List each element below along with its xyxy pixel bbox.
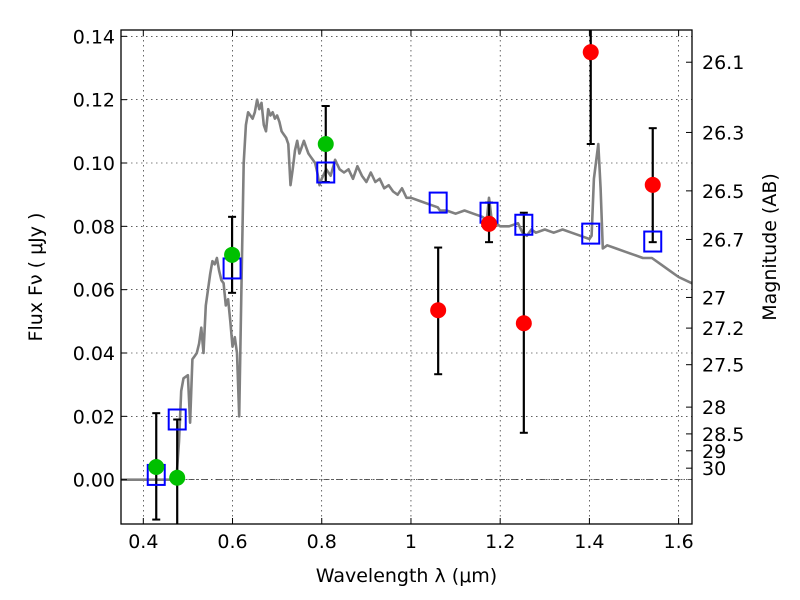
detection-point-green xyxy=(148,459,165,475)
y2-tick-label: 30 xyxy=(702,458,726,480)
x-axis-label: Wavelength λ (μm) xyxy=(316,565,497,587)
detection-point-red xyxy=(644,176,661,193)
x-tick-label: 1.2 xyxy=(485,531,515,553)
y-tick-label: 0.12 xyxy=(73,90,115,112)
x-tick-label: 0.4 xyxy=(128,531,158,553)
errorbars-group xyxy=(152,30,657,524)
x-tick-label: 0.8 xyxy=(307,531,337,553)
model-photometry-square xyxy=(514,213,534,236)
y-tick-label: 0.10 xyxy=(73,153,115,175)
model-photometry-square xyxy=(428,191,448,214)
detection-point-red xyxy=(430,302,447,319)
y-tick-label: 0.02 xyxy=(73,406,115,428)
y2-tick-label: 29 xyxy=(702,441,726,463)
y-tick-label: 0.00 xyxy=(73,470,115,492)
y2-axis-label: Magnitude (AB) xyxy=(759,173,781,321)
detection-point-green xyxy=(317,136,334,152)
y2-tick-label: 26.1 xyxy=(702,52,744,74)
y-axis: 0.00 0.02 0.04 0.06 0.08 0.10 0.12 0.14 xyxy=(73,26,127,492)
x-tick-label: 1 xyxy=(405,531,417,553)
y2-tick-label: 28.5 xyxy=(702,424,744,446)
detection-point-red xyxy=(582,44,599,61)
y2-tick-label: 26.7 xyxy=(702,229,744,251)
model-photometry-square xyxy=(581,222,601,245)
y2-tick-label: 26.5 xyxy=(702,181,744,203)
y-tick-label: 0.04 xyxy=(73,343,115,365)
detection-point-green xyxy=(224,246,241,263)
y2-tick-label: 28 xyxy=(702,397,726,419)
y-tick-label: 0.06 xyxy=(73,280,115,302)
grid xyxy=(121,30,692,524)
y2-tick-label: 27 xyxy=(702,287,726,309)
y-axis-label: Flux Fν ( μJy ) xyxy=(25,213,47,342)
x-axis: 0.4 0.6 0.8 1 1.2 1.4 1.6 xyxy=(128,30,694,553)
y2-tick-label: 27.5 xyxy=(702,355,744,377)
plot-frame xyxy=(120,29,693,525)
detection-point-red xyxy=(515,315,532,332)
model-photometry-square xyxy=(316,161,336,184)
detection-point-green xyxy=(169,469,186,486)
y-tick-label: 0.14 xyxy=(73,26,115,48)
x-tick-label: 1.4 xyxy=(574,531,604,553)
y2-tick-label: 26.3 xyxy=(702,122,744,144)
markers-group xyxy=(146,44,663,486)
model-photometry-square xyxy=(167,408,187,431)
x-tick-label: 0.6 xyxy=(217,531,247,553)
y2-tick-label: 27.2 xyxy=(702,318,744,340)
x-tick-label: 1.6 xyxy=(664,531,694,553)
y-tick-label: 0.08 xyxy=(73,216,115,238)
detection-point-red xyxy=(481,215,498,232)
model-photometry-square xyxy=(643,230,663,253)
